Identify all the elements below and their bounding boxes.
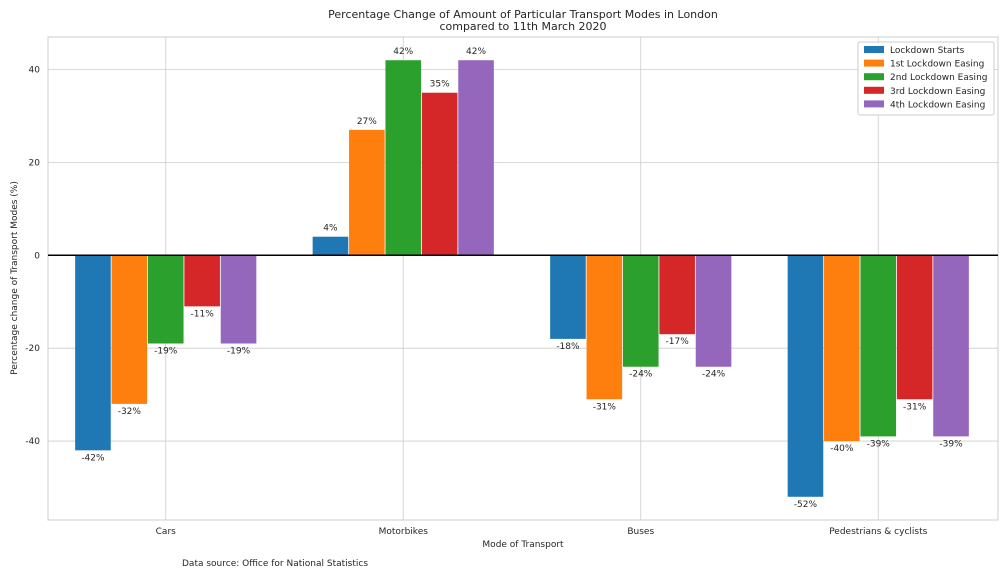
bar-value-label: -17% [666,337,690,347]
bar-2-motorbikes [349,129,385,256]
bar-value-label: -31% [903,402,927,412]
bar-value-label: -40% [830,444,854,454]
bar-value-label: 42% [393,47,413,57]
y-tick-label: -20 [25,344,40,354]
bar-value-label: -18% [556,342,580,352]
bar-value-label: -19% [154,347,178,357]
legend-entry: 2nd Lockdown Easing [890,73,987,83]
legend-swatch [864,59,884,67]
bar-value-label: 42% [466,47,486,57]
legend-swatch [864,86,884,94]
chart-subtitle: compared to 11th March 2020 [439,20,607,33]
bar-value-label: -39% [939,439,963,449]
bar-3-pedestrians-cyclists [860,255,897,437]
bar-5-buses [695,255,732,367]
bars [75,60,969,497]
bar-value-label: -24% [629,370,653,380]
bar-1-cars [75,255,111,451]
y-tick-label: 20 [29,158,41,168]
bar-1-motorbikes [312,236,349,256]
bar-2-pedestrians-cyclists [824,255,860,442]
legend-swatch [864,46,884,53]
legend-box [857,41,995,116]
y-tick-label: 0 [34,251,40,261]
legend-entry: 3rd Lockdown Easing [890,87,985,97]
bar-2-cars [111,255,148,404]
bar-value-label: -11% [191,309,215,319]
x-tick-label: Cars [156,527,176,537]
bar-3-motorbikes [385,60,422,256]
bar-5-pedestrians-cyclists [933,255,969,437]
bar-1-pedestrians-cyclists [787,255,824,497]
x-tick-label: Motorbikes [379,527,429,537]
bar-value-label: -42% [81,453,105,463]
bar-2-buses [586,255,623,400]
bar-value-label: 4% [323,224,338,234]
bar-value-label: -39% [867,439,891,449]
source-note: Data source: Office for National Statist… [182,559,369,569]
chart-title-block: Percentage Change of Amount of Particula… [48,9,998,33]
bar-value-label: 27% [357,117,377,127]
bar-5-motorbikes [458,60,494,256]
legend-entry: 4th Lockdown Easing [890,100,985,110]
bar-4-cars [184,255,220,307]
bar-value-label: -31% [593,402,617,412]
bar-3-buses [622,255,659,367]
y-axis-label: Percentage change of Transport Modes (%) [10,181,20,375]
bar-4-motorbikes [421,92,458,256]
value-labels: -42% 4% -18% -52% -32% 27% -31% -40% -19% 42% -24%… [81,47,963,510]
legend-entry: 1st Lockdown Easing [890,60,984,70]
bar-4-buses [659,255,695,335]
x-tick-label: Pedestrians & cyclists [829,527,927,537]
bar-3-cars [147,255,184,344]
legend-entry: Lockdown Starts [890,46,965,56]
x-axis-label: Mode of Transport [482,540,564,550]
chart-title: Percentage Change of Amount of Particula… [328,8,718,21]
legend-swatch [864,73,884,81]
y-tick-label: -40 [25,437,40,447]
bar-value-label: -24% [702,370,726,380]
bar-value-label: -32% [118,407,142,417]
x-axis-ticks: Cars Motorbikes Buses Pedestrians & cyclist… [156,527,928,537]
bar-1-buses [550,255,586,339]
bar-value-label: -52% [794,500,818,510]
bar-value-label: -19% [227,347,251,357]
legend-swatch [864,100,884,108]
x-tick-label: Buses [627,527,654,537]
y-axis-ticks: -40 -20 0 20 40 [25,66,40,448]
bar-4-pedestrians-cyclists [896,255,933,400]
bar-value-label: 35% [430,80,450,90]
y-tick-label: 40 [29,66,41,76]
bar-5-cars [220,255,257,344]
legend: Lockdown Starts 1st Lockdown Easing 2nd Lo… [857,41,995,116]
